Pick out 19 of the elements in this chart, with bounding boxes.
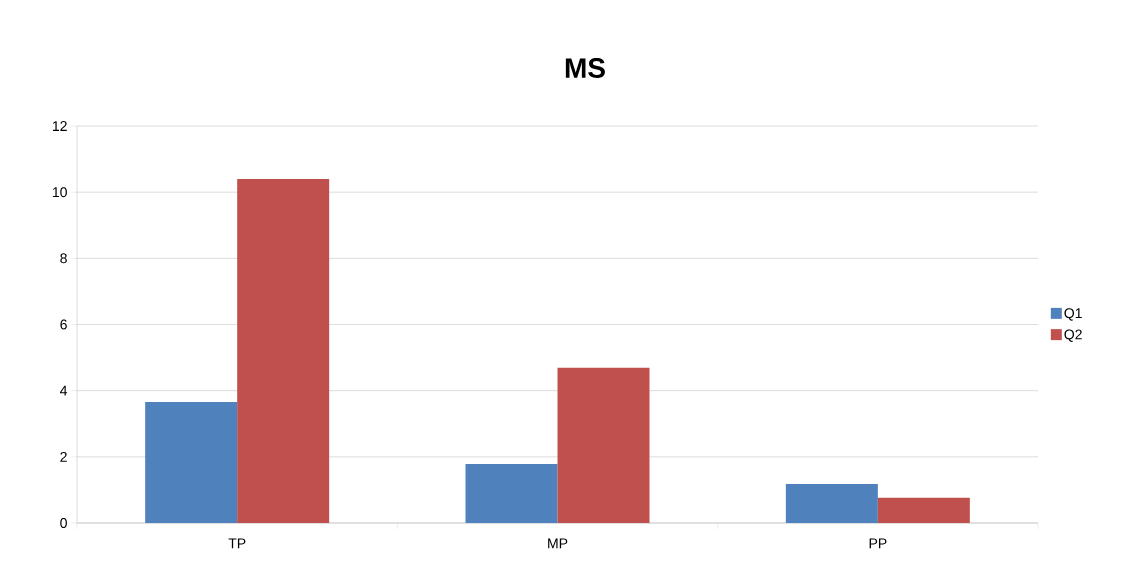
bar (557, 367, 650, 523)
bar (237, 178, 330, 523)
x-tick-label: PP (869, 538, 887, 549)
bar (785, 483, 878, 523)
y-tick-label: 4 (60, 385, 68, 396)
bar (877, 497, 970, 523)
bar (145, 401, 238, 523)
y-tick-label: 12 (52, 121, 67, 131)
x-tick-label: MP (548, 538, 568, 549)
y-tick-label: 8 (60, 253, 67, 264)
y-tick-label: 6 (60, 319, 67, 330)
legend-label: Q2 (1064, 329, 1082, 342)
legend-label: Q1 (1064, 308, 1082, 321)
y-tick-label: 0 (60, 518, 67, 528)
bar (465, 464, 558, 523)
chart-title: MS (565, 58, 605, 78)
x-tick-label: TP (228, 538, 246, 549)
y-tick-label: 2 (60, 451, 67, 462)
y-tick-label: 10 (52, 187, 67, 198)
